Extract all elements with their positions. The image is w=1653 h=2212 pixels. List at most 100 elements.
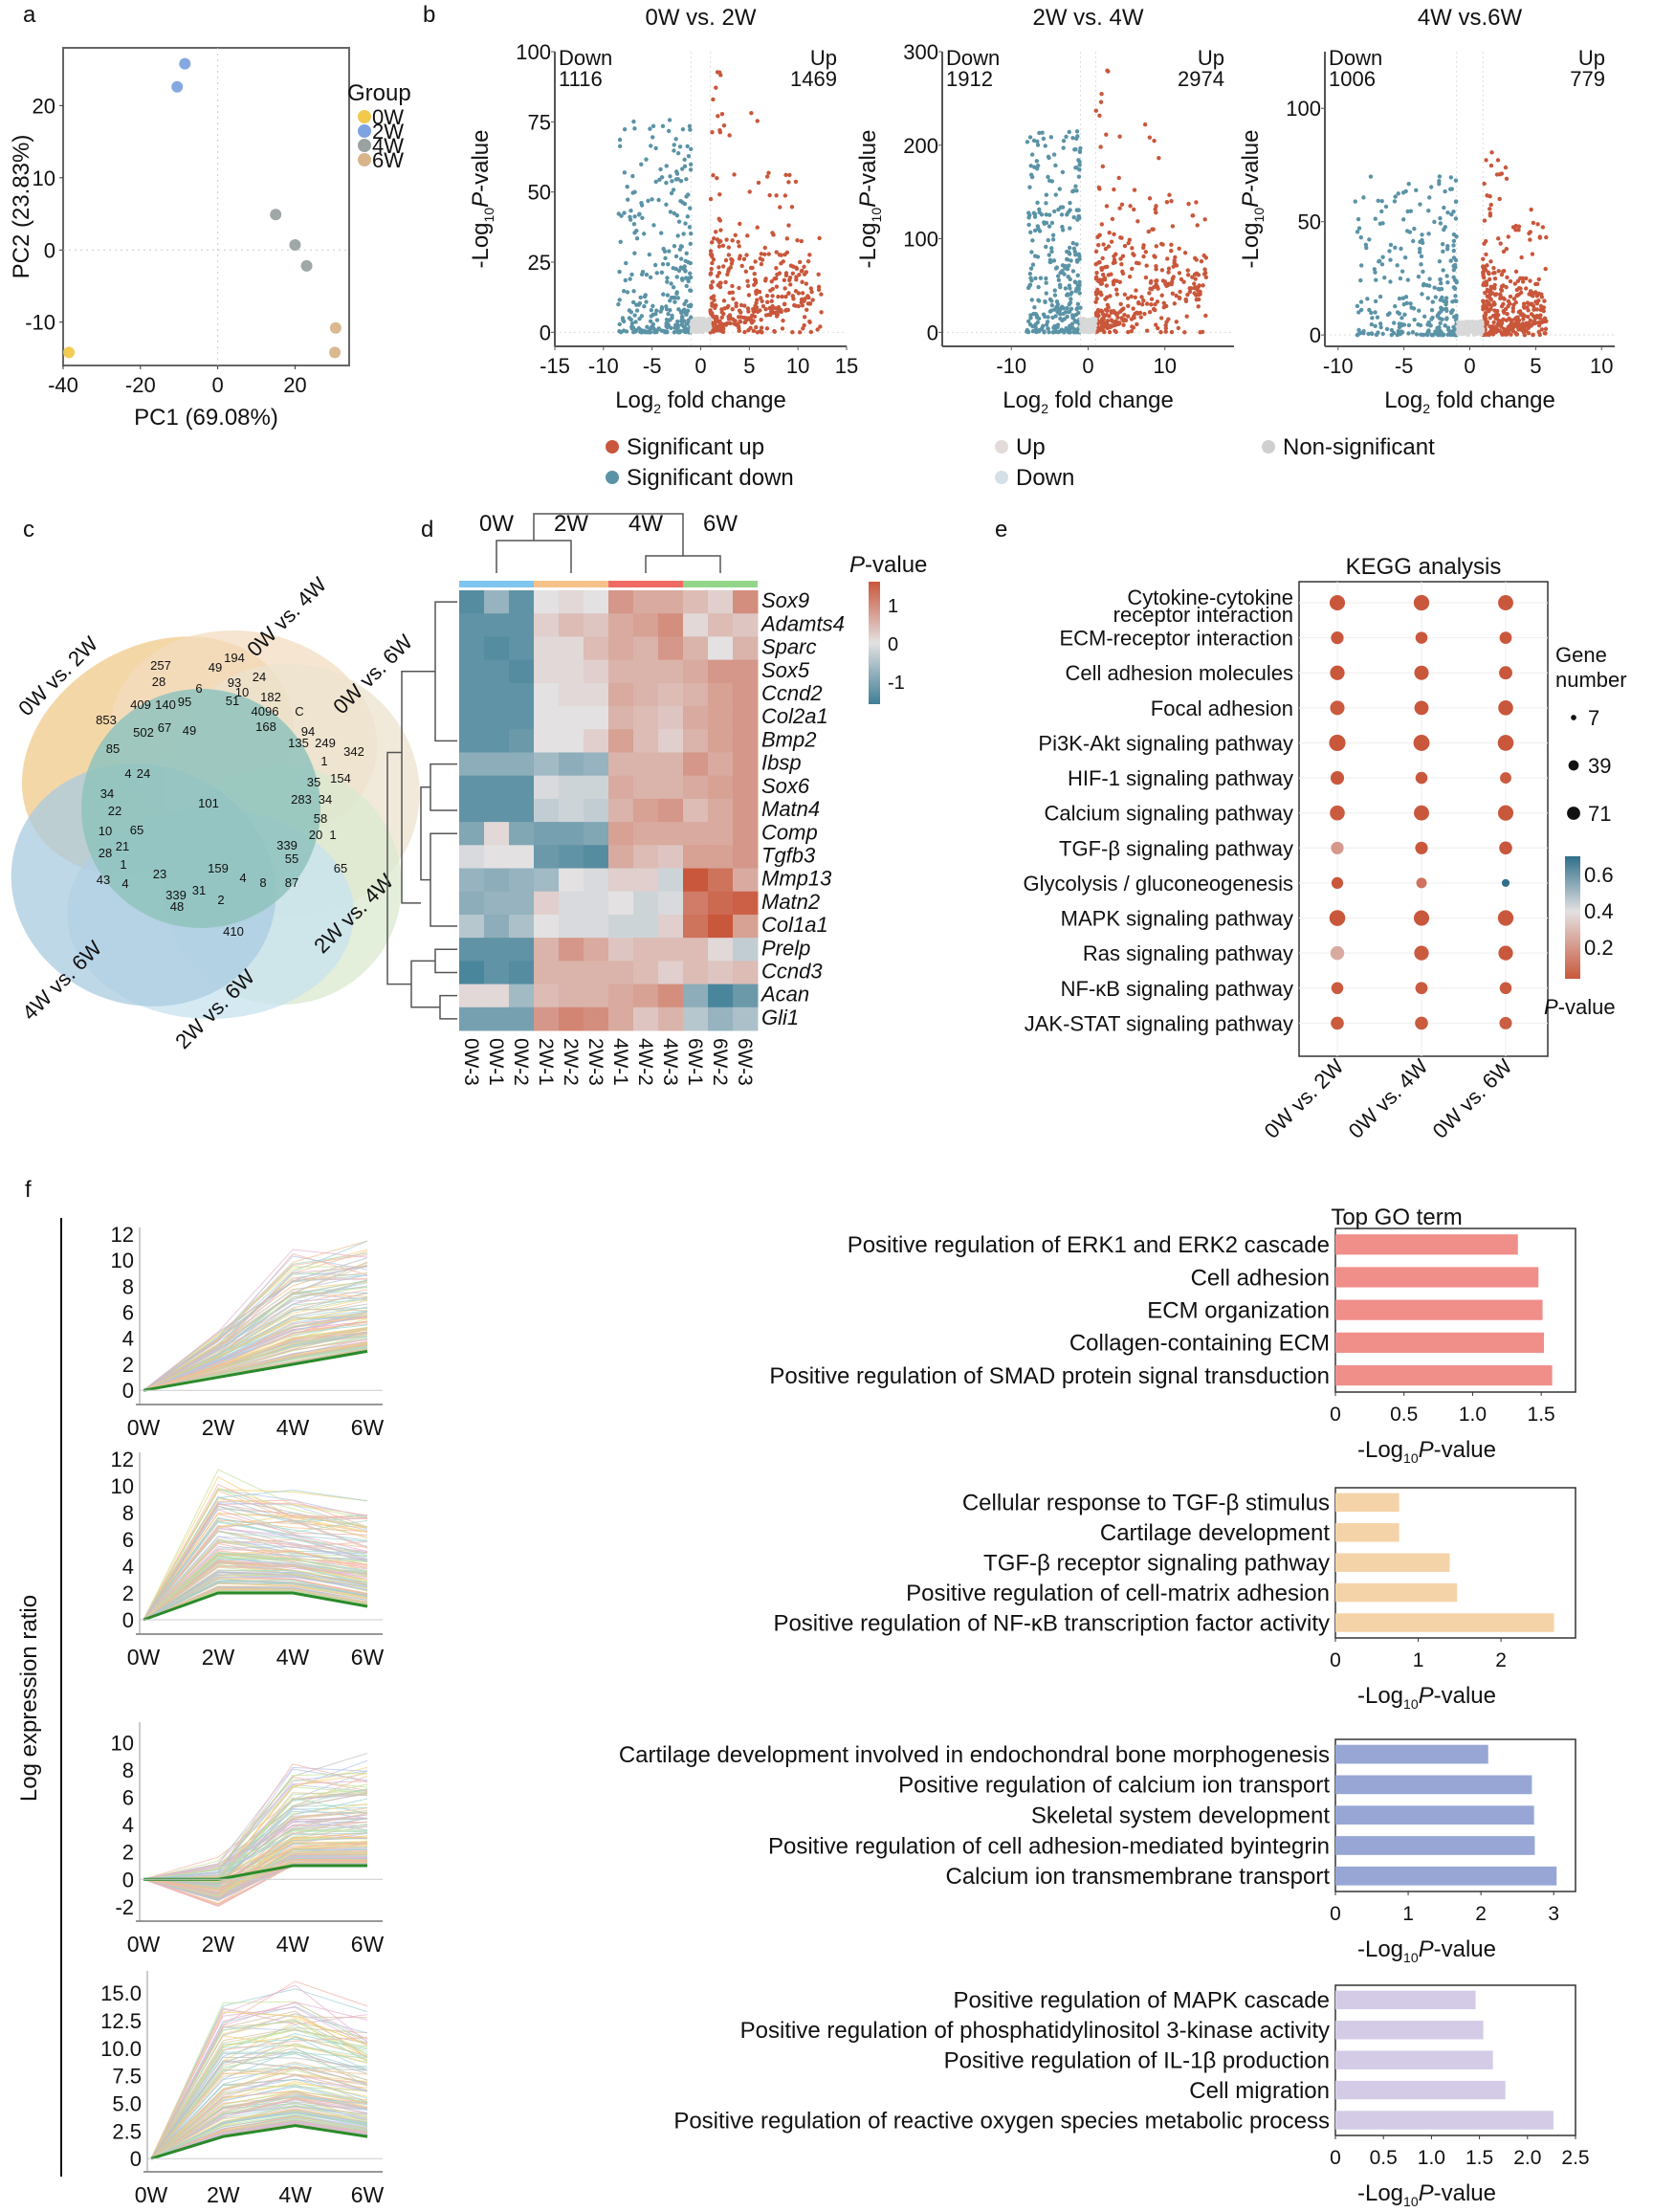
x-tick-label: 2W: [207, 2182, 240, 2207]
heatmap-cell: [733, 775, 759, 800]
point-down: [678, 178, 684, 184]
point-down: [650, 197, 654, 202]
gene-label: Sparc: [761, 635, 816, 659]
go-term-label: Calcium ion transmembrane transport: [946, 1864, 1331, 1890]
profile-line: [143, 1569, 368, 1621]
pca-point: [329, 321, 342, 334]
point-up: [786, 291, 791, 297]
heatmap-cell: [733, 659, 759, 684]
point-up: [1104, 283, 1110, 288]
point-up: [1543, 266, 1548, 272]
profile-line: [143, 1527, 368, 1621]
point-up: [1519, 254, 1524, 260]
point-up: [1194, 271, 1200, 276]
group-label: 6W: [703, 511, 738, 537]
point-up: [1095, 307, 1101, 313]
venn-count: 10: [99, 824, 112, 838]
point-up: [730, 317, 736, 321]
point-down: [1438, 215, 1443, 221]
point-down: [1426, 320, 1431, 325]
panel-label-b: b: [423, 2, 436, 28]
heatmap-cell: [584, 752, 609, 777]
heatmap-cell: [658, 845, 684, 870]
kegg-dot: [1499, 631, 1512, 645]
point-down: [1368, 174, 1374, 179]
point-up: [710, 260, 715, 266]
point-down: [1425, 296, 1430, 300]
point-up: [1181, 279, 1186, 284]
point-up: [1499, 272, 1505, 277]
point-up: [720, 243, 726, 249]
point-up: [741, 256, 747, 262]
point-down: [1050, 315, 1055, 321]
profile-line: [143, 1579, 368, 1621]
point-up: [1117, 321, 1122, 325]
heatmap-cell: [633, 636, 659, 661]
x-tick-label: 0: [1330, 1649, 1341, 1671]
point-up: [1130, 246, 1135, 251]
point-up: [1134, 288, 1138, 293]
heatmap-cell: [509, 914, 535, 939]
heatmap-cell: [534, 775, 560, 800]
pca-point: [300, 259, 313, 272]
point-down: [1026, 210, 1031, 215]
heatmap-cell: [459, 798, 485, 823]
heatmap-cell: [509, 706, 535, 730]
point-up: [807, 301, 813, 306]
point-down: [1049, 302, 1055, 308]
point-up: [1147, 196, 1153, 201]
point-ns: [1479, 332, 1484, 337]
heatmap-cell: [608, 775, 634, 800]
point-up: [784, 236, 790, 241]
point-up: [1521, 317, 1526, 321]
point-up: [1502, 297, 1507, 301]
point-up: [726, 314, 731, 320]
point-up: [819, 310, 824, 315]
go-x-label: -Log10P-value: [1357, 2180, 1496, 2209]
point-ns: [1480, 320, 1485, 324]
heatmap-cell: [459, 706, 485, 730]
point-down: [1056, 277, 1062, 282]
x-tick-label: 10: [786, 354, 809, 378]
point-down: [689, 146, 694, 152]
point-down: [632, 189, 637, 194]
point-up: [770, 231, 775, 235]
profile-line: [143, 1293, 368, 1391]
y-axis-label: -Log10P-value: [1238, 129, 1267, 268]
point-down: [1388, 279, 1393, 284]
profile-line: [143, 1281, 368, 1391]
point-up: [737, 285, 741, 291]
heatmap-cell: [459, 682, 485, 707]
point-down: [1373, 310, 1378, 315]
point-down: [1373, 270, 1378, 275]
point-down: [1050, 232, 1056, 237]
point-down: [686, 329, 691, 334]
go-term-label: Cartilage development involved in endoch…: [619, 1742, 1330, 1768]
point-up: [733, 232, 738, 237]
x-tick-label: -15: [540, 354, 570, 378]
point-up: [1094, 271, 1099, 276]
point-up: [1166, 317, 1171, 321]
point-down: [682, 329, 688, 334]
heatmap-cell: [534, 706, 560, 730]
point-down: [1369, 331, 1374, 336]
panel-label-c: c: [23, 517, 34, 542]
heatmap-cell: [459, 822, 485, 846]
point-up: [787, 172, 792, 178]
point-up: [717, 70, 722, 75]
point-up: [1499, 321, 1504, 326]
point-up: [1112, 320, 1117, 325]
profile-line: [150, 2102, 368, 2159]
point-up: [1488, 290, 1493, 295]
model-profile-line: [143, 1349, 368, 1392]
go-panel: Positive regulation of ERK1 and ERK2 cas…: [769, 1228, 1576, 1466]
pathway-label: TGF-β signaling pathway: [1059, 836, 1293, 860]
point-down: [1442, 299, 1446, 303]
point-down: [1366, 331, 1371, 337]
point-up: [708, 309, 713, 314]
point-up: [1170, 291, 1176, 297]
point-up: [739, 263, 744, 269]
heatmap-cell: [633, 659, 659, 684]
venn-count: 502: [133, 725, 154, 740]
point-down: [1369, 310, 1374, 316]
